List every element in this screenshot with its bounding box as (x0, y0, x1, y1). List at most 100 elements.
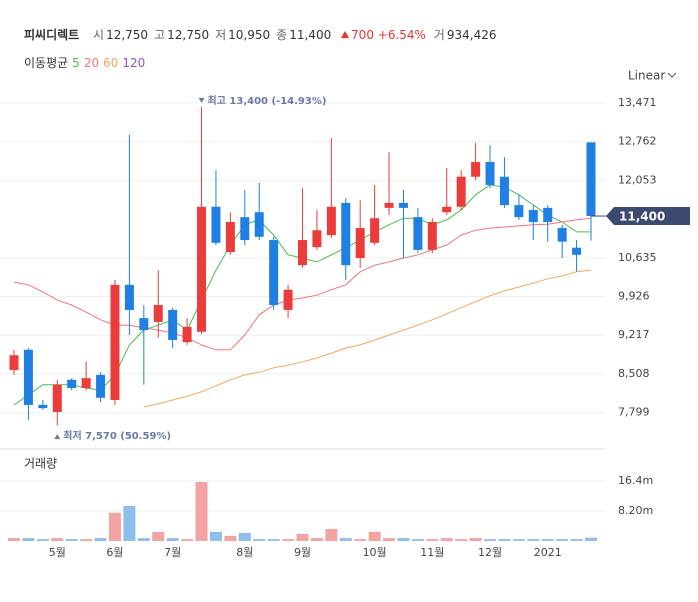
candle-body (355, 228, 365, 259)
quote-label: 시 (93, 28, 105, 42)
ma-line (143, 269, 592, 408)
volume-bar (411, 539, 424, 541)
volume-bar (80, 539, 93, 541)
candle-body (398, 202, 408, 208)
candle-body (384, 202, 394, 208)
volume-value: 934,426 (446, 28, 497, 42)
candle-body (543, 207, 553, 223)
volume-bar (368, 531, 381, 541)
x-tick-label: 12월 (478, 546, 502, 559)
change-pct: +6.54% (377, 28, 426, 42)
y-tick-label: 12,053 (618, 173, 657, 186)
volume-bar (512, 539, 525, 541)
change-value: 700 (351, 28, 374, 42)
volume-bar (354, 539, 367, 541)
quote-item: 저 10,950 (215, 28, 270, 42)
candle-body (38, 404, 48, 409)
volume-bar (36, 539, 49, 541)
candle-body (110, 284, 120, 401)
volume-bar (339, 538, 352, 541)
volume-bar (469, 538, 482, 541)
volume-bar (195, 482, 208, 541)
up-arrow (341, 31, 350, 38)
x-tick-label: 2021 (534, 546, 562, 559)
last-price-label: 11,400 (619, 210, 665, 224)
volume-bar (585, 537, 597, 541)
volume-bar (94, 538, 107, 541)
stock-name: 피씨디렉트 (24, 28, 80, 42)
quote-label: 저 (215, 28, 227, 42)
quote-item: 시 12,750 (93, 28, 148, 42)
quote-label: 고 (154, 28, 166, 42)
last-price-tag (606, 207, 690, 226)
quote-value: 12,750 (167, 28, 210, 42)
candle-body (514, 205, 524, 218)
candle-body (225, 222, 235, 253)
candle-body (168, 309, 178, 340)
volume-bar (166, 538, 179, 541)
min-marker (54, 434, 61, 440)
candle-body (312, 230, 322, 248)
volume-bar (296, 534, 309, 541)
volume-bar (383, 538, 396, 541)
candle-body (341, 202, 351, 266)
candle-body (298, 240, 307, 266)
y-tick-label: 8,508 (618, 367, 650, 380)
quote-header: 피씨디렉트 시 12,750 고 12,750 저 10,950 종 11,400 700 +… (24, 26, 496, 43)
ma-legend-item: 20 (83, 56, 100, 70)
volume-bar (22, 538, 35, 541)
candle-body (139, 318, 149, 331)
volume-label: 거 (433, 28, 445, 42)
volume-bar (484, 539, 497, 541)
quote-label: 종 (276, 28, 288, 42)
max-marker (198, 97, 205, 103)
candle-body (96, 374, 106, 398)
candle-body (528, 210, 538, 223)
ma-label: 이동평균 (24, 56, 69, 70)
volume-bar (137, 538, 150, 541)
volume-bar (51, 538, 64, 541)
volume-bar (440, 538, 453, 541)
candle-body (269, 240, 279, 306)
volume-bar (426, 539, 439, 541)
candle-body (326, 206, 336, 236)
x-tick-label: 10월 (363, 546, 387, 559)
volume-bar (253, 539, 266, 541)
quote-items: 시 12,750 고 12,750 저 10,950 종 11,400 (93, 28, 337, 42)
y-tick-label: 13,471 (618, 96, 657, 109)
quote-value: 12,750 (106, 28, 149, 42)
x-tick-label: 6월 (106, 546, 123, 559)
scale-chevron[interactable] (667, 72, 677, 78)
candle-body (499, 176, 509, 206)
volume-bar (527, 539, 540, 541)
volume-bar (152, 531, 165, 541)
volume-title: 거래량 (24, 457, 57, 471)
candle-body (153, 305, 163, 322)
volume-bar (123, 505, 136, 541)
volume-bar (238, 532, 251, 541)
volume-bar (541, 539, 554, 541)
y-tick-label: 8.20m (618, 504, 653, 517)
candle-body (370, 218, 380, 243)
volume-bar (498, 539, 511, 541)
y-tick-label: 10,635 (618, 251, 657, 264)
ma-legend-item: 120 (122, 56, 146, 70)
ma-legend-item: 60 (103, 56, 119, 70)
scale-label[interactable]: Linear (628, 69, 665, 83)
volume-bar (108, 512, 121, 541)
volume-bar (455, 539, 468, 541)
candle-body (485, 162, 495, 185)
y-tick-label: 16.4m (618, 474, 653, 487)
volume-bar (556, 539, 569, 541)
volume-bar (8, 538, 20, 541)
candle-body (52, 384, 62, 413)
grid (0, 102, 605, 512)
candle-body (442, 206, 452, 213)
x-tick-label: 7월 (164, 546, 181, 559)
candle-body (124, 284, 134, 310)
volume-bar (65, 539, 78, 541)
x-tick-label: 11월 (420, 546, 444, 559)
quote-item: 고 12,750 (154, 28, 209, 42)
candle-body (456, 176, 466, 207)
